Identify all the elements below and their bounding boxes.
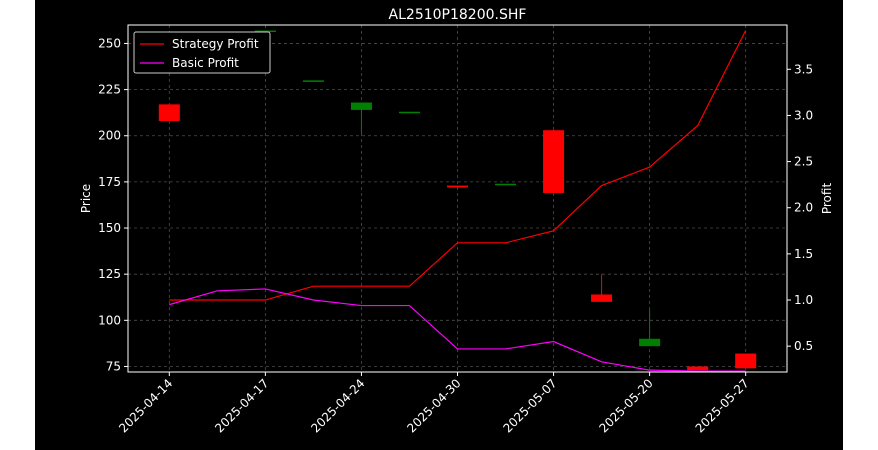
y-right-tick-label: 3.5	[794, 62, 813, 76]
x-tick-label: 2025-05-07	[500, 376, 559, 435]
candle-body	[735, 353, 757, 369]
x-tick-label: 2025-04-24	[308, 376, 367, 435]
y-left-tick-label: 125	[98, 267, 121, 281]
chart-canvas: 75 100 125 150 175 200 225 250 0.5 1.0 1.5 2.0 2.5 3.…	[79, 7, 834, 435]
y-left-tick-label: 200	[98, 129, 121, 143]
candle-body	[158, 104, 180, 121]
x-tick-label: 2025-05-20	[597, 376, 656, 435]
profit-lines	[169, 30, 747, 372]
candle-body	[447, 185, 468, 188]
legend-box	[133, 31, 271, 74]
y-left-tick-label: 250	[98, 36, 121, 50]
candle-body	[687, 366, 709, 371]
y-left-tick-label: 100	[98, 313, 121, 327]
legend-label-basic-profit: Basic Profit	[172, 56, 239, 70]
chart-title: AL2510P18200.SHF	[389, 7, 527, 23]
chart-figure: 75 100 125 150 175 200 225 250 0.5 1.0 1.5 2.0 2.5 3.…	[35, 0, 843, 450]
legend: Strategy Profit Basic Profit	[133, 31, 271, 74]
x-tick-label: 2025-05-27	[693, 376, 752, 435]
y-left-tick-label: 75	[106, 359, 121, 373]
y-left-tick-label: 225	[98, 83, 121, 97]
x-tick-label: 2025-04-17	[212, 376, 271, 435]
candle-body	[543, 130, 565, 193]
y-right-tick-label: 1.5	[794, 247, 813, 261]
axes: 75 100 125 150 175 200 225 250 0.5 1.0 1.5 2.0 2.5 3.…	[98, 36, 813, 435]
candle-body	[398, 111, 420, 114]
candle-body	[302, 80, 324, 82]
grid	[128, 25, 787, 372]
y-right-tick-label: 3.0	[794, 108, 813, 122]
legend-label-strategy-profit: Strategy Profit	[172, 37, 259, 51]
x-tick-label: 2025-04-30	[404, 376, 463, 435]
y-right-tick-label: 2.5	[794, 155, 813, 169]
candles	[158, 30, 757, 371]
candle-body	[350, 102, 372, 110]
candle-body	[495, 183, 517, 186]
y-left-tick-label: 150	[98, 221, 121, 235]
y-right-tick-label: 0.5	[794, 339, 813, 353]
candle-body	[254, 30, 276, 33]
candle-body	[591, 294, 613, 302]
basic-profit-line	[169, 288, 746, 372]
y-axis-left-label: Price	[79, 184, 93, 213]
y-right-tick-label: 1.0	[794, 293, 813, 307]
y-axis-right-label: Profit	[820, 183, 834, 215]
strategy-profit-line	[169, 30, 747, 301]
candle-body	[639, 338, 661, 347]
x-tick-label: 2025-04-14	[116, 376, 175, 435]
y-left-tick-label: 175	[98, 175, 121, 189]
y-right-tick-label: 2.0	[794, 201, 813, 215]
